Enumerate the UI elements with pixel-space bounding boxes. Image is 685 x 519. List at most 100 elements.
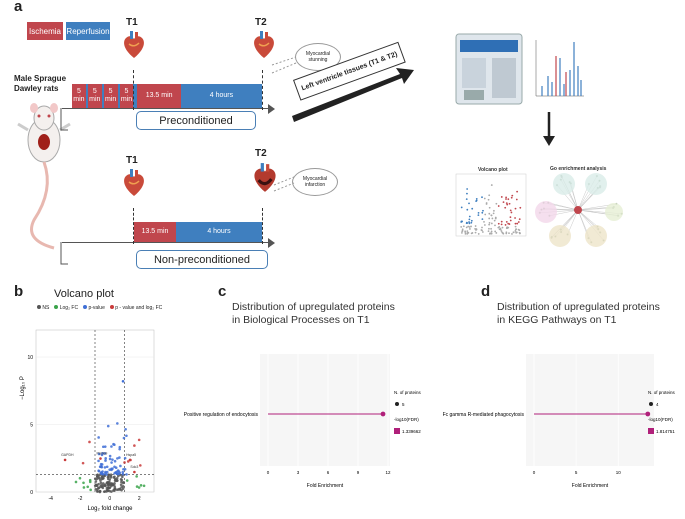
volcano-point (105, 465, 109, 469)
volcano-point (135, 485, 139, 488)
volcano-point (97, 452, 101, 456)
volcano-point (125, 473, 128, 476)
volcano-point (118, 447, 121, 451)
volcano-point (78, 476, 82, 480)
mini-volcano-point (514, 222, 517, 225)
mini-volcano-point (461, 220, 463, 223)
volcano-xtick: -2 (78, 496, 83, 502)
volcano-point (103, 483, 107, 486)
volcano-point (108, 457, 112, 461)
volcano-point (103, 466, 107, 469)
volcano-point (119, 478, 123, 481)
volcano-point (103, 452, 107, 455)
precond-block-2: 5 min (87, 84, 102, 108)
chart-d-xtick: 0 (533, 470, 536, 475)
volcano-point (104, 457, 108, 460)
precond-timeline: 5 min 5 min 5 min 5 min 13.5 min 4 hours (72, 84, 263, 108)
legend-log2fc: Log₂ FC (54, 305, 78, 311)
chart-d-xlabel: Fold Enrichment (572, 483, 609, 489)
heart-icon-t1-top (124, 31, 144, 58)
mini-volcano-point (483, 197, 486, 200)
mini-volcano-point (475, 228, 478, 231)
heart-icon-t2-bottom (254, 163, 276, 192)
volcano-point (88, 480, 92, 484)
mini-volcano-point (474, 225, 477, 227)
volcano-point (97, 469, 101, 473)
mini-volcano-point (466, 192, 468, 195)
mini-volcano-point (482, 209, 484, 212)
mini-volcano-point (500, 196, 503, 198)
nonprecond-ischemia-block: 13.5 min (134, 222, 176, 242)
mini-volcano-point (475, 197, 478, 200)
t1-label-top: T1 (126, 17, 138, 28)
mini-volcano-point (490, 214, 493, 217)
mini-volcano-point (515, 228, 518, 231)
volcano-point (120, 480, 123, 484)
precond-bracket (60, 108, 68, 131)
volcano-point (101, 451, 104, 455)
volcano-point (142, 484, 146, 488)
mass-spectrometer-icon (455, 33, 523, 105)
volcano-annotation: Hspa5 (126, 453, 136, 457)
chart-d-legend-swatch (648, 428, 654, 434)
volcano-point (105, 490, 108, 493)
mini-volcano-point (502, 201, 505, 204)
volcano-point (115, 476, 119, 480)
volcano-point (106, 484, 110, 487)
volcano-annotation: Psmb9 (96, 452, 107, 456)
volcano-point (100, 463, 104, 466)
volcano-point (104, 459, 107, 462)
mini-volcano-point (488, 227, 490, 230)
chart-d-legend-dot (649, 402, 653, 406)
chart-c-xlabel: Fold Enrichment (307, 483, 344, 489)
volcano-point (104, 470, 107, 474)
rats-label: Male Sprague Dawley rats (14, 74, 67, 93)
volcano-point (82, 481, 85, 485)
volcano-point (113, 472, 116, 475)
mini-volcano-point (506, 203, 509, 206)
volcano-point (82, 486, 86, 489)
mini-volcano-point (507, 198, 510, 201)
volcano-ytick: 10 (27, 355, 33, 361)
mini-volcano-point (490, 230, 493, 233)
t2-label-top: T2 (255, 17, 267, 28)
t1-label-bottom: T1 (126, 155, 138, 166)
mini-volcano-point (489, 233, 491, 235)
mini-volcano-point (468, 226, 471, 228)
mini-volcano-point (461, 232, 463, 234)
chart-c-legend-fdr: -log10(FDR) (394, 417, 419, 422)
volcano-point (108, 454, 112, 458)
mini-volcano-point (514, 230, 517, 232)
mini-volcano-point (495, 202, 498, 205)
volcano-xlabel: Log₂ fold change (87, 506, 133, 512)
chart-d-category: Fc gamma R-mediated phagocytosis (443, 412, 525, 418)
volcano-point (102, 445, 105, 449)
chart-c-legend-swatch (394, 428, 400, 434)
mini-volcano-point (505, 198, 507, 200)
mini-volcano-point (462, 225, 465, 228)
mini-volcano-point (488, 206, 491, 209)
volcano-point (111, 483, 114, 487)
panel-c-letter: c (218, 283, 227, 300)
mini-volcano-plot (455, 173, 527, 237)
mini-volcano-point (481, 196, 483, 199)
ischemia-legend: Ischemia (27, 22, 63, 40)
mini-volcano-point (475, 199, 478, 202)
volcano-point (108, 482, 112, 486)
mini-volcano-point (468, 218, 471, 221)
mini-volcano-point (500, 230, 503, 232)
volcano-point (115, 472, 119, 476)
reperfusion-legend: Reperfusion (66, 22, 110, 40)
mini-volcano-point (501, 232, 504, 234)
t2-label-bottom: T2 (255, 148, 267, 159)
mini-volcano-point (471, 207, 474, 210)
mini-volcano-point (481, 211, 484, 214)
mini-volcano-point (465, 226, 468, 229)
mini-volcano-point (500, 223, 503, 226)
mini-volcano-point (508, 232, 510, 235)
mini-volcano-point (494, 224, 496, 227)
volcano-ytick: 5 (30, 423, 33, 429)
volcano-point (120, 486, 123, 489)
nonprecond-bracket (60, 242, 68, 265)
volcano-point (119, 464, 122, 468)
